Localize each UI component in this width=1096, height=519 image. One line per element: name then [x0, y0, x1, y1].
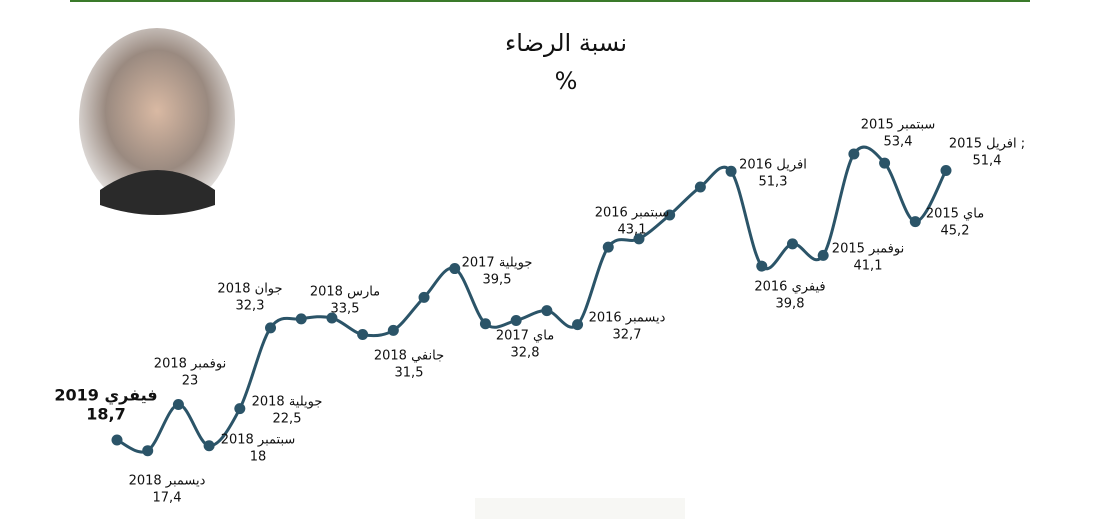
point-category-label: افريل 2016 — [739, 158, 807, 173]
point — [449, 263, 461, 275]
value-label: 22,5 — [273, 412, 302, 427]
point-category-label: نوفمبر 2018 — [154, 357, 226, 372]
point — [572, 319, 584, 331]
point-category-label: جوان 2018 — [217, 282, 282, 297]
point-category-label: نوفمبر 2015 — [832, 242, 904, 257]
point — [633, 233, 645, 245]
point — [879, 157, 891, 169]
chart-title: نسبة الرضاء — [505, 29, 627, 57]
point — [142, 445, 154, 457]
value-label: 32,7 — [613, 328, 642, 343]
point-category-label: ديسمبر 2018 — [129, 474, 206, 489]
value-label: 18 — [250, 450, 267, 465]
value-label: 39,5 — [483, 273, 512, 288]
point-category-label: ديسمبر 2016 — [589, 311, 666, 326]
point-category-label: جويلية 2018 — [252, 395, 323, 410]
point — [541, 305, 553, 317]
point-category-label: سبتمبر 2016 — [595, 206, 670, 221]
value-label: 18,7 — [86, 405, 125, 424]
point — [510, 314, 522, 326]
footer-box — [475, 498, 685, 519]
point — [203, 440, 215, 452]
point-category-label: مارس 2018 — [310, 285, 380, 300]
point — [909, 216, 921, 228]
chart-subtitle: % — [555, 67, 578, 95]
point-category-label: جويلية 2017 — [462, 256, 533, 271]
point — [172, 399, 184, 411]
value-label: 23 — [182, 374, 199, 389]
point — [387, 324, 399, 336]
point — [725, 165, 737, 177]
point-category-label: ماي 2017 — [496, 329, 554, 344]
point — [326, 312, 338, 324]
point-category-label: ماي 2015 — [926, 207, 984, 222]
point — [664, 209, 676, 221]
point-category-label: فيفري 2019 — [54, 386, 157, 406]
point-category-label: سبتمبر 2015 — [861, 118, 936, 133]
value-label: 39,8 — [776, 297, 805, 312]
point — [234, 403, 246, 415]
value-label: 31,5 — [395, 366, 424, 381]
point — [295, 313, 307, 325]
point — [602, 241, 614, 253]
value-label: 32,3 — [236, 299, 265, 314]
point — [756, 260, 768, 272]
point — [786, 238, 798, 250]
value-label: 33,5 — [331, 302, 360, 317]
value-label: 32,8 — [511, 346, 540, 361]
value-label: 53,4 — [884, 135, 913, 150]
point — [265, 322, 277, 334]
point — [848, 148, 860, 160]
point — [418, 291, 430, 303]
value-label: 51,4 — [973, 154, 1002, 169]
value-label: 51,3 — [759, 175, 788, 190]
value-label: 17,4 — [153, 491, 182, 506]
point — [357, 328, 369, 340]
point — [940, 164, 952, 176]
value-label: 41,1 — [854, 259, 883, 274]
point — [111, 434, 123, 446]
value-label: 45,2 — [941, 224, 970, 239]
portrait-suit — [100, 170, 215, 215]
point — [817, 249, 829, 261]
point-category-label: فيفري 2016 — [754, 280, 825, 295]
portrait — [79, 28, 235, 212]
point — [694, 181, 706, 193]
point-category-label: افريل 2015 ; — [949, 137, 1025, 152]
point-category-label: سبتمبر 2018 — [221, 433, 296, 448]
value-label: 43,1 — [618, 223, 647, 238]
point — [479, 318, 491, 330]
point-category-label: جانفي 2018 — [374, 349, 444, 364]
